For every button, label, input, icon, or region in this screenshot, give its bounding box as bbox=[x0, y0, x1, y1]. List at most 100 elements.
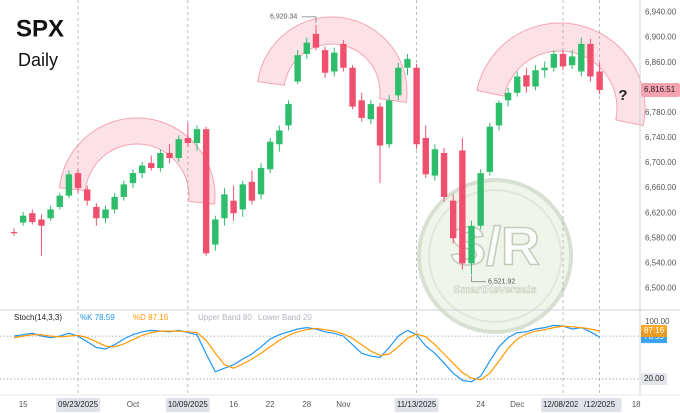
y-tick-label: 6,580.00 bbox=[645, 233, 677, 242]
candle-body bbox=[221, 194, 228, 219]
last-value-box bbox=[641, 325, 667, 338]
annotation-question: ? bbox=[618, 87, 627, 104]
candle-body bbox=[477, 173, 484, 226]
candle-body bbox=[102, 209, 109, 219]
candle-body bbox=[74, 173, 82, 189]
candle-body bbox=[19, 215, 27, 223]
candle-body bbox=[84, 189, 91, 201]
candle-body bbox=[248, 181, 256, 201]
legend-value: 78.59 bbox=[95, 313, 116, 322]
candle-body bbox=[111, 196, 118, 210]
x-label-box bbox=[394, 398, 439, 412]
candle-body bbox=[138, 165, 146, 174]
watermark-name: SmartReversals bbox=[453, 284, 536, 296]
price-marker-box bbox=[641, 82, 680, 97]
candle-body bbox=[504, 92, 512, 101]
candle-body bbox=[596, 71, 603, 90]
candle-body bbox=[175, 139, 182, 159]
candle-body bbox=[267, 141, 274, 170]
candle-body bbox=[358, 100, 365, 118]
x-tick-label: 09/23/2025 bbox=[58, 400, 99, 409]
y-tick-label: 6,740.00 bbox=[645, 133, 677, 142]
x-label-box bbox=[56, 398, 101, 412]
candle-body bbox=[550, 53, 558, 68]
candle-body bbox=[385, 100, 393, 145]
candle-body bbox=[239, 184, 246, 210]
last-value-label: 87.16 bbox=[644, 326, 665, 335]
watermark-ring bbox=[428, 189, 562, 323]
y-tick-label: 6,700.00 bbox=[645, 158, 677, 167]
candle-body bbox=[212, 219, 219, 245]
x-label-box bbox=[577, 398, 622, 412]
candle-body bbox=[568, 56, 576, 66]
x-tick-label: 22 bbox=[266, 400, 275, 409]
candle-body bbox=[431, 149, 439, 176]
candle-body bbox=[486, 126, 493, 172]
legend-value: 87.16 bbox=[148, 313, 169, 322]
candle-body bbox=[578, 43, 585, 72]
candle-body bbox=[193, 129, 201, 143]
candle-body bbox=[148, 163, 155, 169]
x-tick-label: 28 bbox=[302, 400, 311, 409]
candle-body bbox=[532, 70, 539, 87]
candle-body bbox=[331, 52, 338, 72]
candle-body bbox=[523, 75, 530, 87]
candle-body bbox=[440, 153, 448, 197]
candle-body bbox=[514, 76, 521, 93]
candle-body bbox=[230, 200, 237, 214]
candle-body bbox=[202, 129, 210, 254]
candle-body bbox=[459, 150, 466, 264]
y-tick-label: 6,780.00 bbox=[645, 108, 677, 117]
x-tick-label: 11/13/2025 bbox=[397, 400, 437, 409]
annotation-arrow bbox=[302, 16, 317, 23]
x-tick-label: /12/2025 bbox=[584, 400, 616, 409]
annotation-high: 6,920.34 bbox=[270, 14, 297, 21]
y-tick-label: 6,860.00 bbox=[645, 58, 677, 67]
x-tick-label: 12/08/2025 bbox=[543, 400, 584, 409]
chart-title: SPX bbox=[16, 15, 64, 42]
y-tick-label: 6,500.00 bbox=[645, 284, 677, 293]
legend-title: Stoch(14,3,3) bbox=[14, 313, 62, 322]
y-tick-label: 100.00 bbox=[645, 317, 670, 326]
x-tick-label: 15 bbox=[19, 400, 28, 409]
x-tick-label: Oct bbox=[127, 400, 140, 409]
annotation-low: 6,521.92 bbox=[488, 279, 515, 286]
x-label-box bbox=[541, 398, 585, 412]
candle-body bbox=[349, 67, 356, 107]
candle-body bbox=[404, 58, 411, 68]
candle-body bbox=[541, 67, 548, 71]
annotation-arrow bbox=[471, 275, 486, 283]
candle-body bbox=[120, 184, 127, 197]
candle-body bbox=[47, 209, 54, 219]
arc bbox=[476, 22, 646, 127]
legend-entry: %D 87.16 bbox=[133, 313, 169, 322]
candle-body bbox=[166, 153, 173, 159]
watermark bbox=[417, 178, 573, 334]
candle-body bbox=[450, 200, 457, 239]
candle-body bbox=[495, 102, 503, 126]
candle-body bbox=[257, 168, 265, 195]
candle-body bbox=[367, 104, 375, 120]
x-tick-label: Dec bbox=[510, 400, 524, 409]
x-tick-label: 18 bbox=[632, 400, 641, 409]
candle-body bbox=[184, 137, 192, 143]
legend-name: %D bbox=[133, 313, 146, 322]
legend-band: Lower Band 20 bbox=[258, 313, 312, 322]
x-tick-label: 24 bbox=[476, 400, 485, 409]
candle-body bbox=[468, 225, 475, 264]
candle-body bbox=[312, 33, 320, 48]
y-tick-label: 6,540.00 bbox=[645, 258, 677, 267]
candle-body bbox=[157, 153, 164, 169]
x-tick-label: 16 bbox=[229, 400, 238, 409]
candle-body bbox=[276, 130, 283, 145]
candle-body bbox=[65, 174, 73, 196]
chart-subtitle: Daily bbox=[18, 50, 58, 70]
band-label: 20.00 bbox=[644, 374, 665, 383]
y-tick-label: 6,900.00 bbox=[645, 33, 677, 42]
candle-body bbox=[422, 137, 429, 175]
watermark-circle bbox=[417, 178, 573, 334]
y-tick-label: 6,940.00 bbox=[645, 8, 677, 17]
candle-body bbox=[321, 50, 329, 73]
